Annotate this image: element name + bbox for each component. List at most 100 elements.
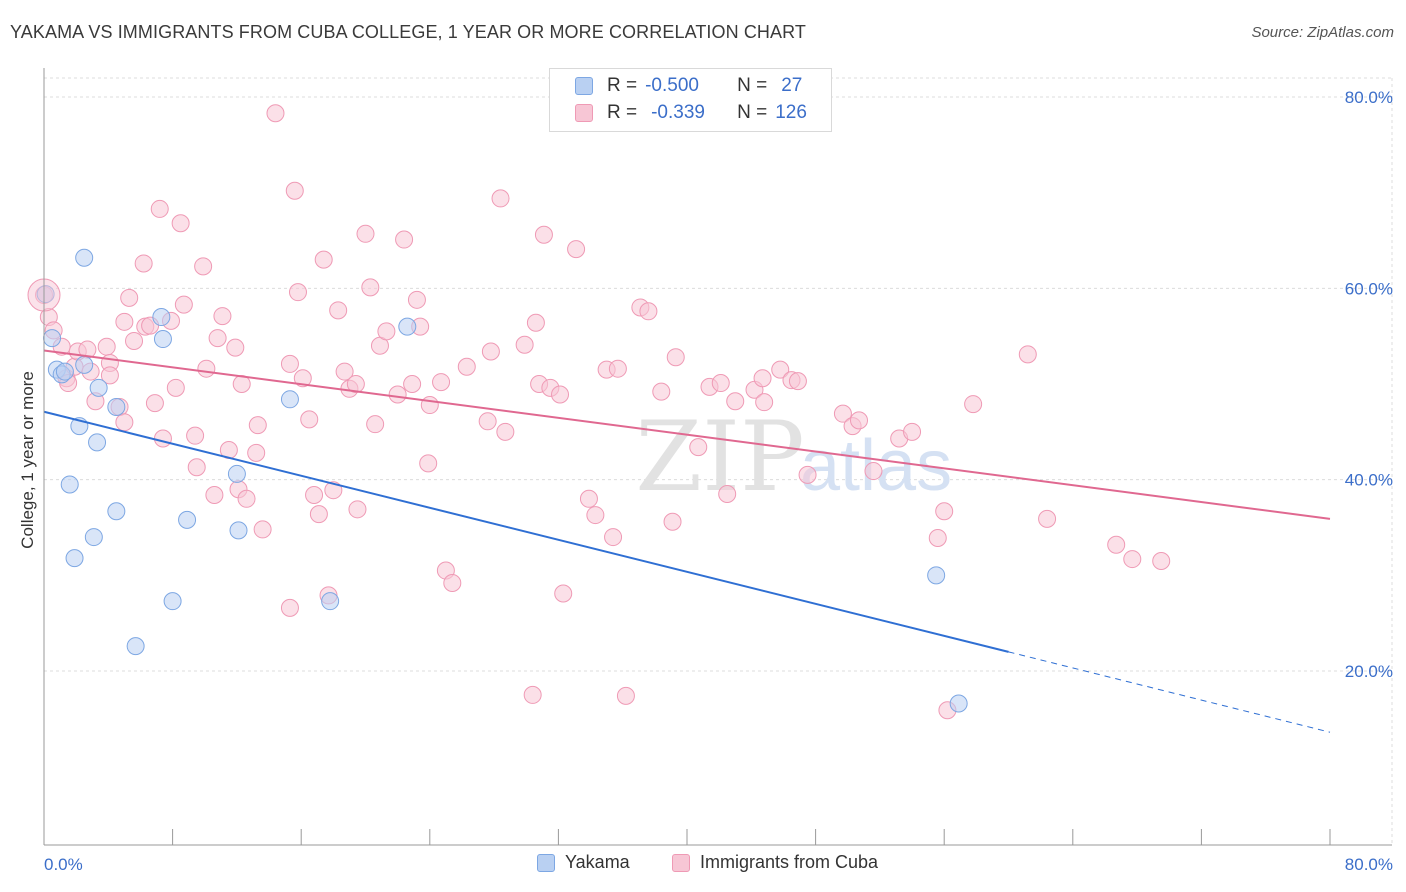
cuba-point <box>125 331 144 350</box>
yakama-point <box>65 549 84 568</box>
yakama-point <box>398 317 417 336</box>
cuba-point <box>288 283 307 302</box>
blue-swatch-icon <box>575 77 593 95</box>
yakama-point <box>152 308 171 327</box>
yakama-point <box>107 397 126 416</box>
yakama-point <box>75 248 94 267</box>
cuba-point <box>666 348 685 367</box>
cuba-point <box>134 254 153 273</box>
cuba-point <box>523 685 542 704</box>
yakama-point <box>84 528 103 547</box>
cuba-point <box>1152 551 1171 570</box>
cuba-point <box>689 438 708 457</box>
cuba-point <box>1018 345 1037 364</box>
cuba-point <box>329 301 348 320</box>
cuba-point <box>496 422 515 441</box>
legend-row-cuba: R = -0.339 N = 126 <box>575 101 807 125</box>
cuba-point <box>534 225 553 244</box>
cuba-point <box>309 505 328 524</box>
cuba-point <box>335 362 354 381</box>
cuba-point <box>97 337 116 356</box>
cuba-point <box>153 429 172 448</box>
legend-r-label: R = <box>607 75 638 96</box>
cuba-point <box>579 489 598 508</box>
cuba-point <box>197 359 216 378</box>
cuba-point <box>395 230 414 249</box>
cuba-point <box>253 520 272 539</box>
cuba-point <box>187 458 206 477</box>
cuba-point <box>663 512 682 531</box>
cuba-point <box>166 378 185 397</box>
yakama-point <box>927 566 946 585</box>
pink-swatch-icon <box>672 853 690 872</box>
y-tick-label: 40.0% <box>1345 471 1393 490</box>
legend-r-value: -0.500 <box>645 75 699 96</box>
cuba-point <box>346 375 365 393</box>
cuba-point <box>526 313 545 332</box>
cuba-point <box>586 506 605 525</box>
bottom-legend-label: Immigrants from Cuba <box>700 852 879 872</box>
cuba-point <box>293 369 312 388</box>
cuba-point <box>964 395 983 414</box>
yakama-point <box>321 592 340 611</box>
cuba-point <box>639 302 658 321</box>
cuba-point <box>567 240 586 259</box>
cuba-point <box>491 189 510 208</box>
legend-n-value: 27 <box>781 75 803 96</box>
axis-layer: 20.0% 40.0% 60.0% 80.0% 0.0% 80.0% <box>43 68 1393 874</box>
cuba-point <box>403 375 422 393</box>
cuba-point <box>1038 509 1057 528</box>
yakama-point <box>60 475 79 494</box>
cuba-point <box>361 278 380 297</box>
yakama-point <box>229 521 248 540</box>
legend-r-value: -0.339 <box>651 102 705 123</box>
correlation-legend: R = -0.500 N = 27 R = -0.339 N = 126 <box>549 68 832 132</box>
yakama-point <box>227 464 246 483</box>
cuba-point <box>478 412 497 431</box>
cuba-point <box>1107 535 1126 554</box>
cuba-point <box>248 416 267 435</box>
cuba-point <box>850 411 869 430</box>
cuba-point <box>356 224 375 243</box>
cuba-point <box>753 369 772 388</box>
chart-title: YAKAMA VS IMMIGRANTS FROM CUBA COLLEGE, … <box>10 22 807 42</box>
yakama-point <box>163 592 182 611</box>
yakama-point <box>43 329 62 348</box>
yakama-point <box>55 362 74 381</box>
bottom-legend-yakama: Yakama <box>537 852 630 873</box>
cuba-point <box>388 385 407 404</box>
cuba-point <box>551 385 570 404</box>
cuba-point <box>366 415 385 434</box>
cuba-point <box>864 462 883 481</box>
cuba-point <box>120 288 139 307</box>
yakama-point <box>949 694 968 713</box>
yakama-trend-line <box>43 410 1009 653</box>
cuba-point <box>115 413 134 432</box>
cuba-point <box>237 489 256 508</box>
cuba-point <box>711 374 730 393</box>
points-layer <box>27 104 1171 720</box>
bottom-legend-cuba: Immigrants from Cuba <box>672 852 878 873</box>
cuba-point <box>407 290 426 309</box>
cuba-point <box>300 410 319 429</box>
y-tick-label: 80.0% <box>1345 88 1393 107</box>
cuba-point <box>247 443 266 462</box>
cuba-point <box>208 329 227 348</box>
cuba-point <box>194 257 213 276</box>
trend-layer <box>43 349 1331 733</box>
yakama-trend-extension <box>1008 651 1331 733</box>
cuba-point <box>718 485 737 504</box>
yakama-point <box>153 330 172 349</box>
cuba-point <box>755 393 774 412</box>
cuba-point <box>280 598 299 617</box>
cuba-point <box>324 481 343 500</box>
cuba-point <box>788 372 807 391</box>
cuba-point <box>515 335 534 354</box>
cuba-point <box>726 392 745 411</box>
cuba-point <box>285 181 304 200</box>
cuba-point <box>935 502 954 521</box>
cuba-point <box>100 366 119 385</box>
cuba-point <box>150 199 169 218</box>
cuba-point <box>314 250 333 269</box>
